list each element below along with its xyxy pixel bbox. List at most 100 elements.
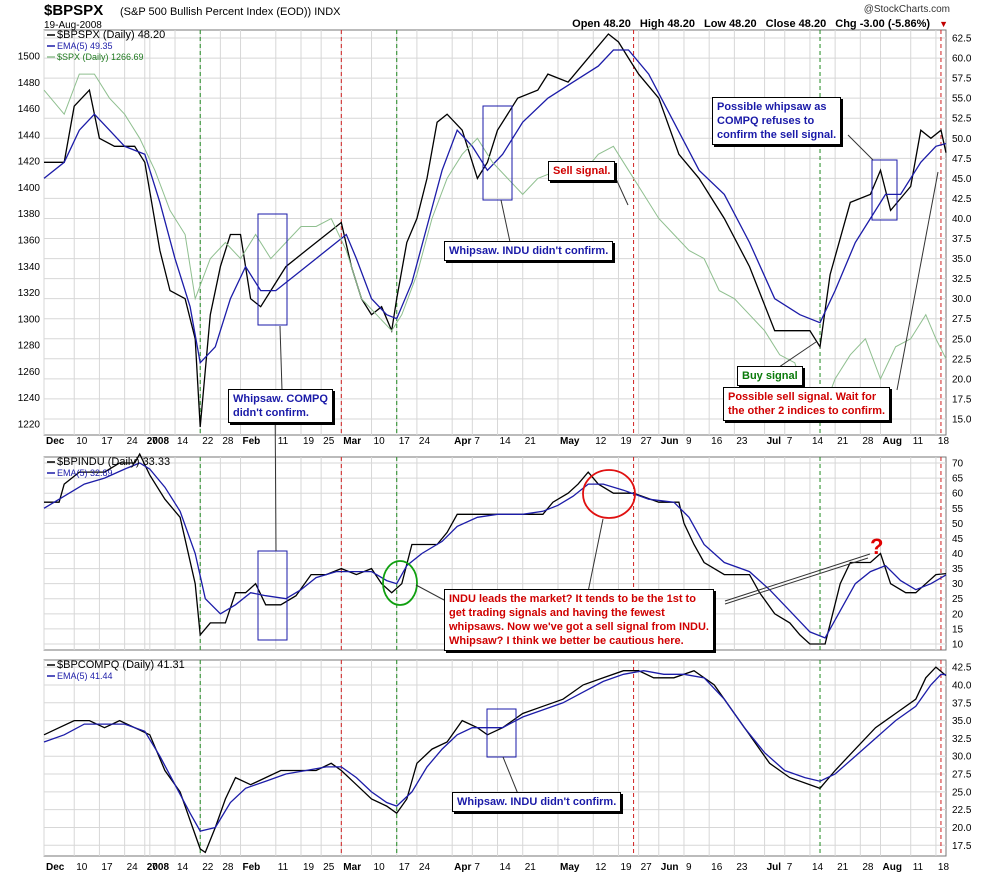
x-tick-label: 21 [837,436,849,447]
y-tick-label: 42.5 [952,194,972,205]
x-tick-label: 16 [711,436,723,447]
y-tick-label: 45 [952,534,964,545]
y-tick-label: 60.0 [952,54,972,65]
chart-exchange: INDX [314,6,341,18]
note-whipsaw-indu-bottom: Whipsaw. INDU didn't confirm. [452,792,622,812]
x-tick-label: 21 [525,436,537,447]
x-tick-label: Dec [46,436,65,447]
note-whipsaw-indu-top: Whipsaw. INDU didn't confirm. [444,241,614,261]
x-tick-label: 19 [303,862,315,873]
x-tick-label: 17 [101,862,113,873]
y-tick-label: 22.5 [952,805,972,816]
y-tick-label: 25 [952,594,964,605]
series-line-price [44,452,947,645]
annotation-leader [500,199,511,243]
x-tick-label: 7 [787,436,793,447]
y-tick-label: 22.5 [952,354,972,365]
x-tick-label: 23 [736,436,748,447]
spx-tick-label: 1360 [18,236,41,247]
x-tick-label: 7 [474,862,480,873]
x-tick-label: 28 [862,436,874,447]
x-tick-label: 14 [812,436,824,447]
x-tick-label: 19 [620,862,632,873]
x-tick-label: Jul [767,436,782,447]
note-possible-sell: Possible sell signal. Wait for the other… [723,387,891,421]
x-tick-label: Dec [46,862,65,873]
x-tick-label: 10 [374,436,386,447]
x-tick-label: 24 [127,436,139,447]
note-whipsaw-compq: Whipsaw. COMPQ didn't confirm. [228,389,333,423]
y-tick-label: 27.5 [952,314,972,325]
spx-tick-label: 1460 [18,104,41,115]
y-tick-label: 15 [952,624,964,635]
y-tick-label: 32.5 [952,734,972,745]
x-tick-label: 14 [177,436,189,447]
highlight-circle-red [582,469,636,519]
x-tick-label: Jun [661,862,679,873]
x-tick-label: Mar [343,862,361,873]
x-tick-label: 18 [938,862,950,873]
panel-frame [43,659,947,857]
x-tick-label: 12 [595,862,607,873]
quote-change: Chg -3.00 (-5.86%) [835,18,931,30]
chart-name: (S&P 500 Bullish Percent Index (EOD)) IN… [120,6,341,18]
y-tick-label: 45.0 [952,174,972,185]
x-tick-label: 10 [374,862,386,873]
spx-tick-label: 1320 [18,288,41,299]
annotation-leader [847,134,874,161]
y-tick-label: 37.5 [952,698,972,709]
note-text: Possible sell signal. Wait for the other… [728,391,886,417]
x-tick-label: 11 [913,436,924,447]
x-tick-label: Feb [243,862,261,873]
y-tick-label: 20.0 [952,374,972,385]
y-tick-label: 30 [952,579,964,590]
x-tick-label: 28 [862,862,874,873]
series-line-ema [43,670,947,832]
x-tick-label: 18 [938,436,950,447]
x-tick-label: Jun [661,436,679,447]
annotation-leader [587,518,604,593]
x-tick-label: 11 [913,862,924,873]
y-tick-label: 17.5 [952,841,972,852]
chart-symbol: $BPSPX [44,2,104,19]
y-tick-label: 15.0 [952,414,972,425]
y-tick-label: 32.5 [952,274,972,285]
y-tick-label: 40.0 [952,680,972,691]
y-tick-label: 47.5 [952,154,972,165]
x-tick-label: Apr [454,436,471,447]
x-tick-label: 10 [76,436,88,447]
highlight-box [486,708,517,758]
x-tick-label: 14 [500,436,512,447]
legend-entry: $SPX (Daily) 1266.69 [57,52,144,62]
legend-entry: $BPINDU (Daily) 33.33 [57,456,170,468]
x-tick-label: 19 [303,436,315,447]
y-tick-label: 42.5 [952,663,972,674]
series-line-ema [43,49,947,365]
spx-tick-label: 1420 [18,157,41,168]
series-line-price [43,666,947,854]
x-tick-label: 21 [837,862,849,873]
x-tick-label: 22 [202,436,214,447]
x-tick-label: 9 [686,862,692,873]
x-tick-label: 7 [152,436,158,447]
legend-entry: EMA(5) 32.89 [57,468,113,478]
x-tick-label: 24 [419,436,431,447]
x-tick-label: 7 [787,862,793,873]
y-tick-label: 52.5 [952,114,972,125]
x-tick-label: 16 [711,862,723,873]
note-text: Possible whipsaw as COMPQ refuses to con… [717,101,837,141]
x-tick-label: 14 [812,862,824,873]
note-text: Whipsaw. COMPQ didn't confirm. [233,393,328,419]
x-tick-label: 21 [525,862,537,873]
brand-watermark: @StockCharts.com [863,4,950,15]
note-text: INDU leads the market? It tends to be th… [449,593,709,647]
y-tick-label: 50.0 [952,134,972,145]
spx-tick-label: 1400 [18,183,41,194]
annotation-leader [279,325,283,391]
y-tick-label: 25.0 [952,787,972,798]
y-tick-label: 50 [952,519,964,530]
y-tick-label: 70 [952,459,964,470]
x-tick-label: 17 [399,862,411,873]
highlight-circle-green [382,560,418,606]
